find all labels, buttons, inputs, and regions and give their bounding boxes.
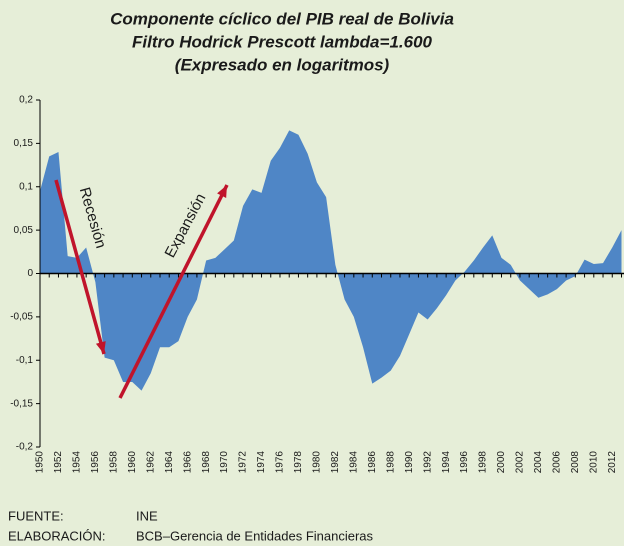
- x-tick-label: 1976: [275, 451, 286, 474]
- y-tick-label: -0,2: [16, 442, 34, 453]
- arrow: [118, 184, 229, 399]
- footer-value: INE: [136, 508, 158, 523]
- x-tick-label: 1978: [293, 451, 304, 474]
- arrow: [54, 179, 106, 355]
- y-tick-label: 0: [27, 268, 33, 279]
- x-tick-label: 1954: [72, 451, 83, 474]
- x-tick-label: 1996: [459, 451, 470, 474]
- x-tick-label: 1970: [219, 451, 230, 474]
- y-tick-label: 0,2: [19, 95, 33, 106]
- x-tick-label: 1962: [145, 451, 156, 474]
- arrow-head: [95, 341, 106, 354]
- x-tick-label: 1950: [35, 451, 46, 474]
- title: Componente cíclico del PIB real de Boliv…: [110, 9, 454, 74]
- x-tick-label: 2000: [496, 451, 507, 474]
- chart-title: (Expresado en logaritmos): [175, 55, 390, 74]
- y-tick-label: -0,1: [16, 355, 34, 366]
- y-tick-label: 0,1: [19, 181, 33, 192]
- x-tick-label: 1956: [90, 451, 101, 474]
- x-tick-label: 1952: [53, 451, 64, 474]
- y-tick-label: 0,15: [14, 138, 34, 149]
- footer-value: BCB–Gerencia de Entidades Financieras: [136, 528, 374, 543]
- x-tick-label: 1988: [385, 451, 396, 474]
- footer-label: FUENTE:: [8, 508, 64, 523]
- x-tick-label: 1986: [367, 451, 378, 474]
- x-tick-label: 1982: [330, 451, 341, 474]
- y-tick-label: 0,05: [14, 225, 34, 236]
- y-tick-label: -0,05: [10, 312, 33, 323]
- x-tick-label: 1964: [164, 451, 175, 474]
- x-tick-label: 1998: [478, 451, 489, 474]
- chart-title: Componente cíclico del PIB real de Boliv…: [110, 9, 454, 28]
- x-tick-label: 2008: [570, 451, 581, 474]
- x-tick-label: 1994: [441, 451, 452, 474]
- footer: FUENTE: INE ELABORACIÓN: BCB–Gerencia de…: [8, 508, 374, 543]
- x-tick-label: 1980: [312, 451, 323, 474]
- x-tick-label: 1958: [108, 451, 119, 474]
- x-tick-label: 2012: [607, 451, 618, 474]
- x-tick-label: 1966: [182, 451, 193, 474]
- footer-label: ELABORACIÓN:: [8, 528, 106, 543]
- x-tick-label: 1968: [201, 451, 212, 474]
- area: [40, 130, 622, 391]
- x-tick-label: 2010: [588, 451, 599, 474]
- x-tick-label: 1992: [422, 451, 433, 474]
- x-tick-label: 2002: [515, 451, 526, 474]
- arrow-head: [217, 185, 227, 198]
- chart-title: Filtro Hodrick Prescott lambda=1.600: [132, 32, 433, 51]
- x-tick-label: 2004: [533, 451, 544, 474]
- x-tick-label: 2006: [552, 451, 563, 474]
- y-tick-label: -0,15: [10, 398, 33, 409]
- x-tick-label: 1972: [238, 451, 249, 474]
- x-tick-label: 1984: [348, 451, 359, 474]
- x-tick-label: 1974: [256, 451, 267, 474]
- x-tick-label: 1960: [127, 451, 138, 474]
- x-tick-label: 1990: [404, 451, 415, 474]
